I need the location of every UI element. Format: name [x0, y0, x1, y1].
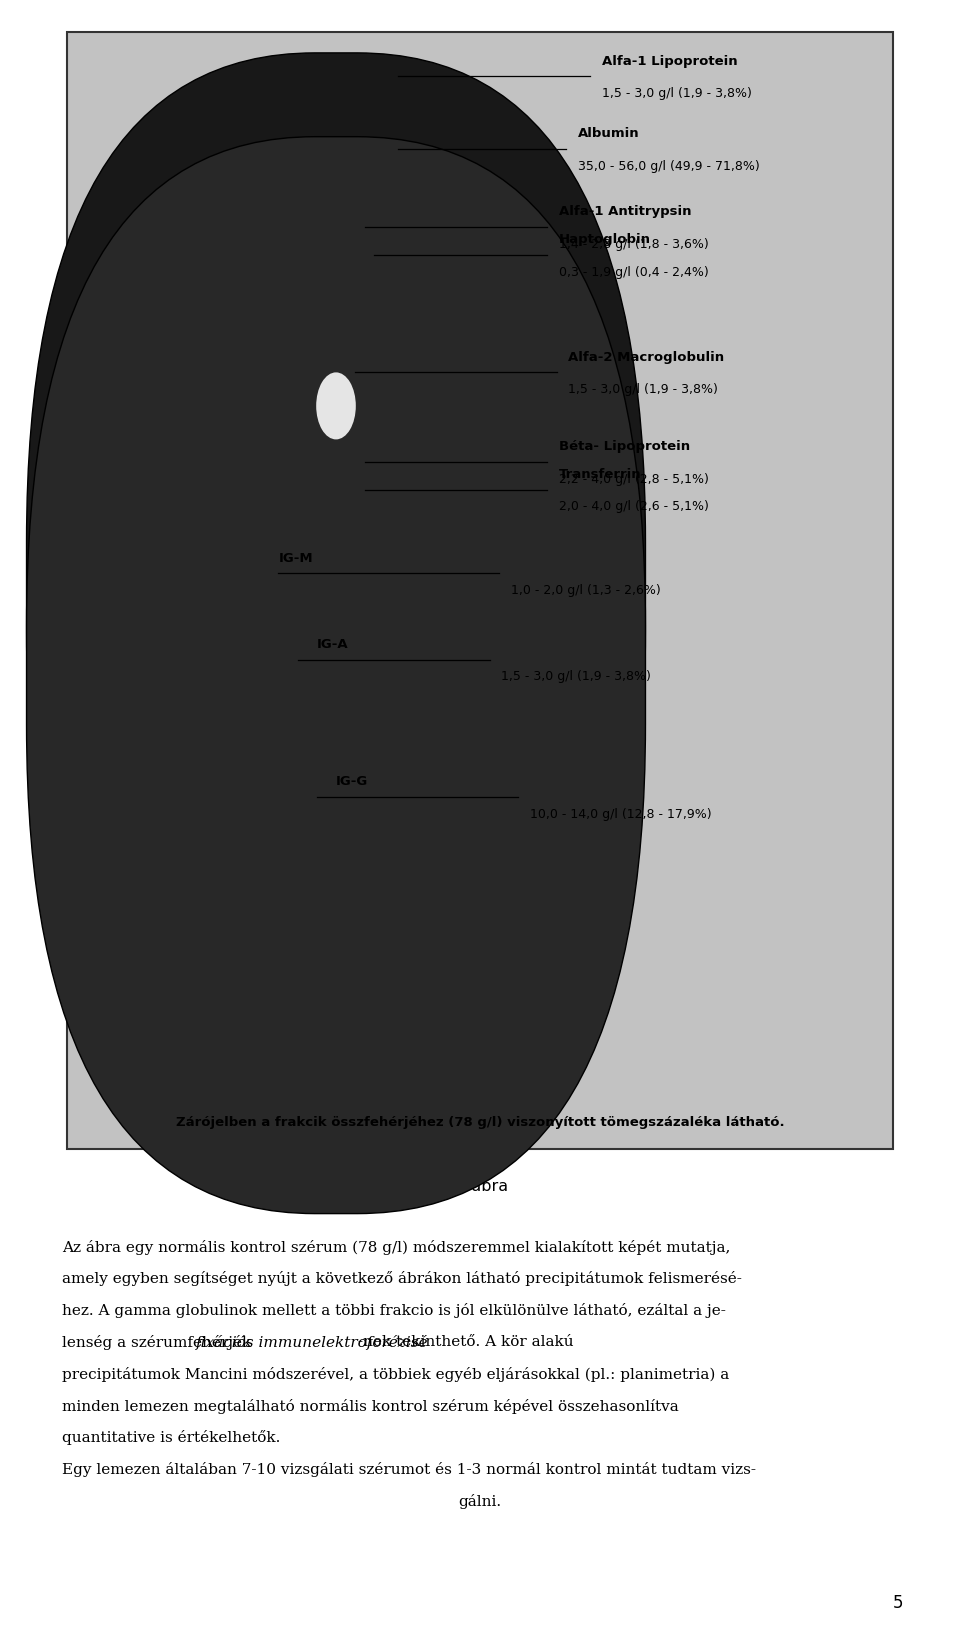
Text: Transferrin: Transferrin: [559, 468, 641, 481]
Ellipse shape: [212, 88, 460, 311]
Text: Haptoglobin: Haptoglobin: [559, 233, 651, 246]
Bar: [67, 33, 893, 1149]
Text: Béta- Lipoprotein: Béta- Lipoprotein: [559, 440, 690, 453]
FancyBboxPatch shape: [27, 137, 645, 1214]
Text: Alfa-1 Antitrypsin: Alfa-1 Antitrypsin: [559, 205, 691, 218]
Ellipse shape: [359, 300, 503, 445]
Text: 10,0 - 14,0 g/l (12,8 - 17,9%): 10,0 - 14,0 g/l (12,8 - 17,9%): [530, 807, 711, 820]
Text: precipitátumok Mancini módszerével, a többiek egyéb eljárásokkal (pl.: planimetr: precipitátumok Mancini módszerével, a tö…: [62, 1366, 730, 1381]
Text: Alfa-1 Lipoprotein: Alfa-1 Lipoprotein: [602, 54, 737, 67]
Ellipse shape: [214, 522, 318, 616]
Text: IG-M: IG-M: [278, 551, 313, 564]
Ellipse shape: [316, 373, 356, 440]
Text: 1,5 - 3,0 g/l (1,9 - 3,8%): 1,5 - 3,0 g/l (1,9 - 3,8%): [602, 86, 752, 99]
Ellipse shape: [169, 300, 313, 445]
Text: lenség a szérumfehérjék: lenség a szérumfehérjék: [62, 1333, 256, 1350]
Text: Zárójelben a frakcik összfehérjéhez (78 g/l) viszonyított tömegszázaléka látható: Zárójelben a frakcik összfehérjéhez (78 …: [176, 1115, 784, 1128]
FancyBboxPatch shape: [27, 54, 645, 1121]
Text: 1,5 - 3,0 g/l (1,9 - 3,8%): 1,5 - 3,0 g/l (1,9 - 3,8%): [501, 670, 651, 683]
Ellipse shape: [253, 103, 419, 220]
Ellipse shape: [352, 605, 451, 694]
Text: minden lemezen megtalálható normális kontrol szérum képével összehasonlítva: minden lemezen megtalálható normális kon…: [62, 1397, 679, 1413]
Text: amely egyben segítséget nyújt a következő ábrákon látható precipitátumok felisme: amely egyben segítséget nyújt a következ…: [62, 1271, 742, 1286]
Text: hez. A gamma globulinok mellett a többi frakcio is jól elkülönülve látható, ezál: hez. A gamma globulinok mellett a többi …: [62, 1302, 727, 1317]
FancyBboxPatch shape: [309, 334, 363, 452]
Text: Egy lemezen általában 7-10 vizsgálati szérumot és 1-3 normál kontrol mintát tudt: Egy lemezen általában 7-10 vizsgálati sz…: [62, 1460, 756, 1477]
Text: 1,4 - 2,8 g/l (1,8 - 3,6%): 1,4 - 2,8 g/l (1,8 - 3,6%): [559, 238, 708, 251]
FancyBboxPatch shape: [311, 448, 361, 546]
Text: 2. ábra: 2. ábra: [451, 1178, 509, 1193]
Text: 0,3 - 1,9 g/l (0,4 - 2,4%): 0,3 - 1,9 g/l (0,4 - 2,4%): [559, 266, 708, 279]
Text: quantitative is értékelhetők.: quantitative is értékelhetők.: [62, 1430, 280, 1444]
Ellipse shape: [278, 82, 394, 106]
Text: IG-G: IG-G: [336, 774, 369, 787]
Text: 1,5 - 3,0 g/l (1,9 - 3,8%): 1,5 - 3,0 g/l (1,9 - 3,8%): [568, 383, 718, 396]
FancyBboxPatch shape: [307, 217, 365, 334]
Ellipse shape: [208, 421, 316, 526]
Ellipse shape: [221, 605, 320, 694]
Text: Albumin: Albumin: [578, 127, 639, 140]
Ellipse shape: [297, 150, 375, 284]
Text: 5: 5: [893, 1593, 902, 1612]
Text: fixációs immunelektroforézisé: fixációs immunelektroforézisé: [196, 1333, 428, 1350]
Text: 2,0 - 4,0 g/l (2,6 - 5,1%): 2,0 - 4,0 g/l (2,6 - 5,1%): [559, 500, 708, 513]
Ellipse shape: [357, 421, 464, 526]
Ellipse shape: [218, 686, 454, 910]
Text: Alfa-2 Macroglobulin: Alfa-2 Macroglobulin: [568, 350, 725, 363]
Ellipse shape: [354, 522, 458, 616]
Text: 35,0 - 56,0 g/l (49,9 - 71,8%): 35,0 - 56,0 g/l (49,9 - 71,8%): [578, 160, 759, 173]
Text: Az ábra egy normális kontrol szérum (78 g/l) módszeremmel kialakított képét muta: Az ábra egy normális kontrol szérum (78 …: [62, 1239, 731, 1253]
Text: -nek tekinthető. A kör alakú: -nek tekinthető. A kör alakú: [357, 1333, 573, 1348]
Text: 1,0 - 2,0 g/l (1,3 - 2,6%): 1,0 - 2,0 g/l (1,3 - 2,6%): [511, 584, 660, 597]
Text: IG-A: IG-A: [317, 637, 348, 650]
Text: gálni.: gálni.: [459, 1493, 501, 1508]
Text: 2,2 - 4,0 g/l (2,8 - 5,1%): 2,2 - 4,0 g/l (2,8 - 5,1%): [559, 473, 708, 486]
